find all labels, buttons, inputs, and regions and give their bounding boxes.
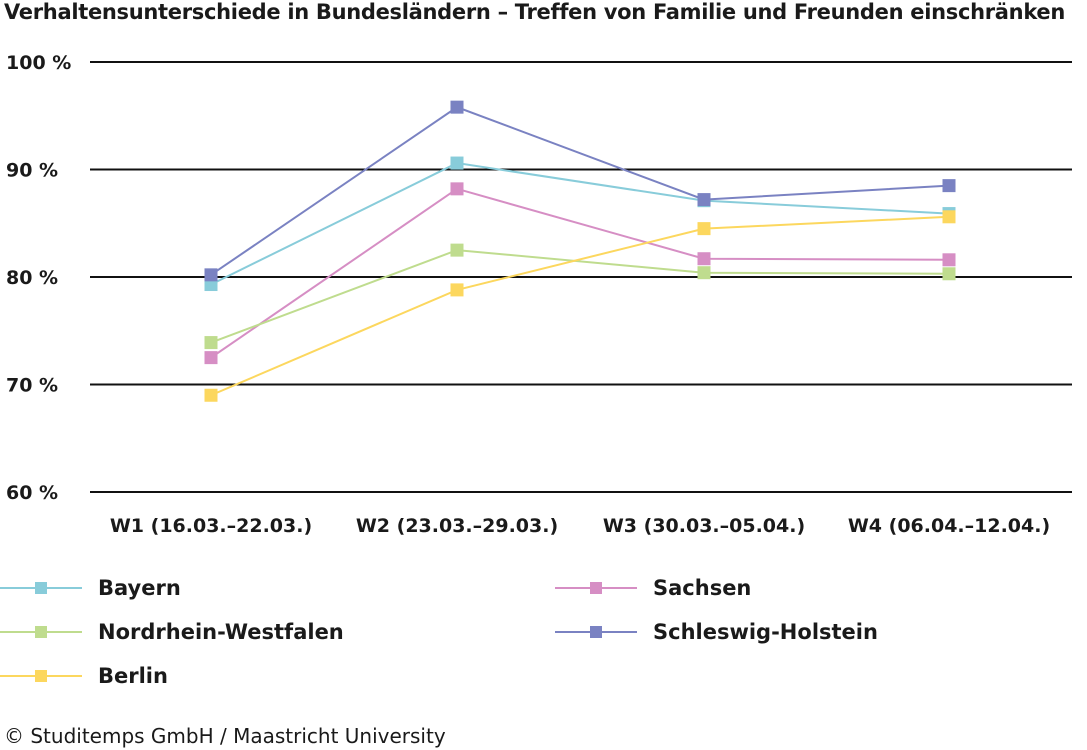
point-nordrhein-westfalen-w4: [942, 267, 956, 281]
copyright-footer: © Studitemps GmbH / Maastricht Universit…: [4, 724, 446, 748]
point-berlin-w3: [697, 222, 711, 236]
series-line-sachsen: [210, 187, 950, 359]
line-chart: 60 % 70 % 80 % 90 % 100 % W1 (16.03.–22.03.)…: [6, 52, 1072, 537]
legend-item-berlin: Berlin: [0, 656, 168, 696]
point-berlin-w4: [942, 210, 956, 224]
series-sachsen: [204, 182, 956, 365]
legend-swatch-bayern: [0, 568, 82, 608]
gridlines: [90, 61, 1072, 493]
series-nordrhein-westfalen: [204, 243, 956, 350]
point-berlin-w2: [450, 283, 464, 297]
x-tick-label-w1: W1 (16.03.–22.03.): [110, 515, 312, 537]
legend-item-sachsen: Sachsen: [555, 568, 751, 608]
x-tick-label-w4: W4 (06.04.–12.04.): [848, 515, 1050, 537]
point-schleswig-holstein-w1: [204, 268, 218, 282]
x-axis-ticks: W1 (16.03.–22.03.) W2 (23.03.–29.03.) W3 (…: [110, 515, 1050, 537]
point-bayern-w2: [450, 156, 464, 170]
point-schleswig-holstein-w2: [450, 100, 464, 114]
y-tick-label-100: 100 %: [6, 52, 71, 74]
legend-marker-schleswig-holstein: [590, 626, 602, 638]
point-nordrhein-westfalen-w1: [204, 336, 218, 350]
point-nordrhein-westfalen-w3: [697, 266, 711, 280]
y-tick-label-80: 80 %: [6, 267, 58, 289]
point-berlin-w1: [204, 388, 218, 402]
y-axis-ticks: 60 % 70 % 80 % 90 % 100 %: [6, 52, 71, 504]
legend-swatch-schleswig-holstein: [555, 612, 637, 652]
legend-marker-sachsen: [590, 582, 602, 594]
legend-label-nordrhein-westfalen: Nordrhein-Westfalen: [98, 620, 344, 644]
legend-marker-bayern: [35, 582, 47, 594]
series-line-berlin: [210, 215, 950, 397]
point-schleswig-holstein-w3: [697, 193, 711, 207]
point-nordrhein-westfalen-w2: [450, 243, 464, 257]
legend-item-bayern: Bayern: [0, 568, 181, 608]
legend-label-sachsen: Sachsen: [653, 576, 752, 600]
legend: Bayern Sachsen Nordrhein-Westfalen Schle…: [0, 568, 1087, 698]
x-tick-label-w3: W3 (30.03.–05.04.): [603, 515, 805, 537]
legend-swatch-berlin: [0, 656, 82, 696]
legend-marker-berlin: [35, 670, 47, 682]
legend-item-schleswig-holstein: Schleswig-Holstein: [555, 612, 878, 652]
legend-item-nordrhein-westfalen: Nordrhein-Westfalen: [0, 612, 344, 652]
legend-swatch-sachsen: [555, 568, 637, 608]
series-schleswig-holstein: [204, 100, 956, 282]
y-tick-label-70: 70 %: [6, 375, 58, 397]
legend-label-berlin: Berlin: [98, 664, 168, 688]
point-sachsen-w4: [942, 253, 956, 267]
point-sachsen-w1: [204, 351, 218, 365]
point-sachsen-w3: [697, 252, 711, 266]
series-line-nordrhein-westfalen: [210, 249, 950, 344]
legend-label-schleswig-holstein: Schleswig-Holstein: [653, 620, 878, 644]
y-tick-label-90: 90 %: [6, 160, 58, 182]
x-tick-label-w2: W2 (23.03.–29.03.): [356, 515, 558, 537]
chart-title: Verhaltensunterschiede in Bundesländern …: [4, 0, 1066, 24]
point-sachsen-w2: [450, 182, 464, 196]
series-berlin: [204, 210, 956, 402]
series-lines: [204, 100, 956, 402]
y-tick-label-60: 60 %: [6, 482, 58, 504]
point-schleswig-holstein-w4: [942, 179, 956, 193]
legend-swatch-nordrhein-westfalen: [0, 612, 82, 652]
legend-label-bayern: Bayern: [98, 576, 181, 600]
legend-marker-nordrhein-westfalen: [35, 626, 47, 638]
series-line-bayern: [210, 162, 950, 286]
series-line-schleswig-holstein: [210, 106, 950, 276]
